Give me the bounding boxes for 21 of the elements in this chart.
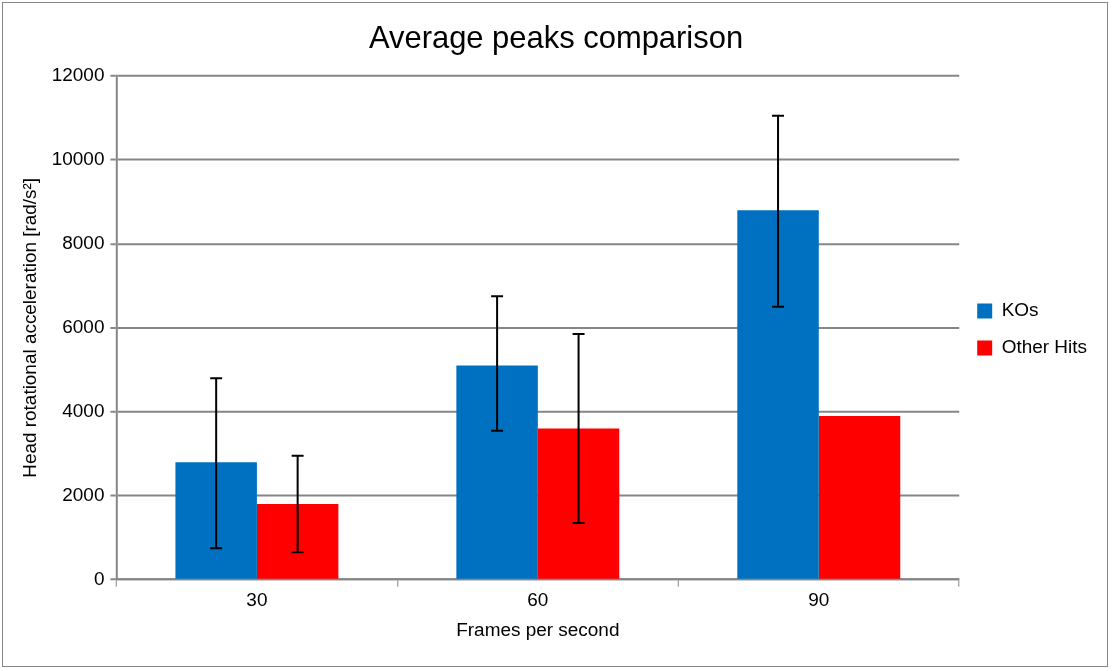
bar: [537, 428, 620, 579]
x-tick-label: 30: [246, 589, 268, 611]
y-tick-label: 10000: [51, 148, 105, 170]
legend-label: Other Hits: [1001, 336, 1087, 358]
chart-title: Average peaks comparison: [368, 20, 744, 56]
y-tick-label: 0: [93, 567, 105, 589]
y-tick-label: 2000: [62, 483, 105, 505]
bar: [456, 365, 538, 579]
x-tick-label: 90: [808, 589, 830, 611]
bar: [737, 210, 819, 579]
bar: [175, 462, 257, 579]
y-tick-label: 6000: [62, 316, 105, 338]
y-tick-label: 8000: [62, 232, 105, 254]
bar: [256, 504, 339, 579]
x-axis-title: Frames per second: [456, 618, 620, 640]
y-axis-title: Head rotational acceleration [rad/s²]: [18, 177, 40, 478]
legend-label: KOs: [1001, 299, 1039, 321]
x-tick-label: 60: [527, 589, 549, 611]
bar: [818, 415, 901, 579]
y-tick-label: 12000: [51, 64, 105, 86]
y-tick-label: 4000: [62, 400, 105, 421]
